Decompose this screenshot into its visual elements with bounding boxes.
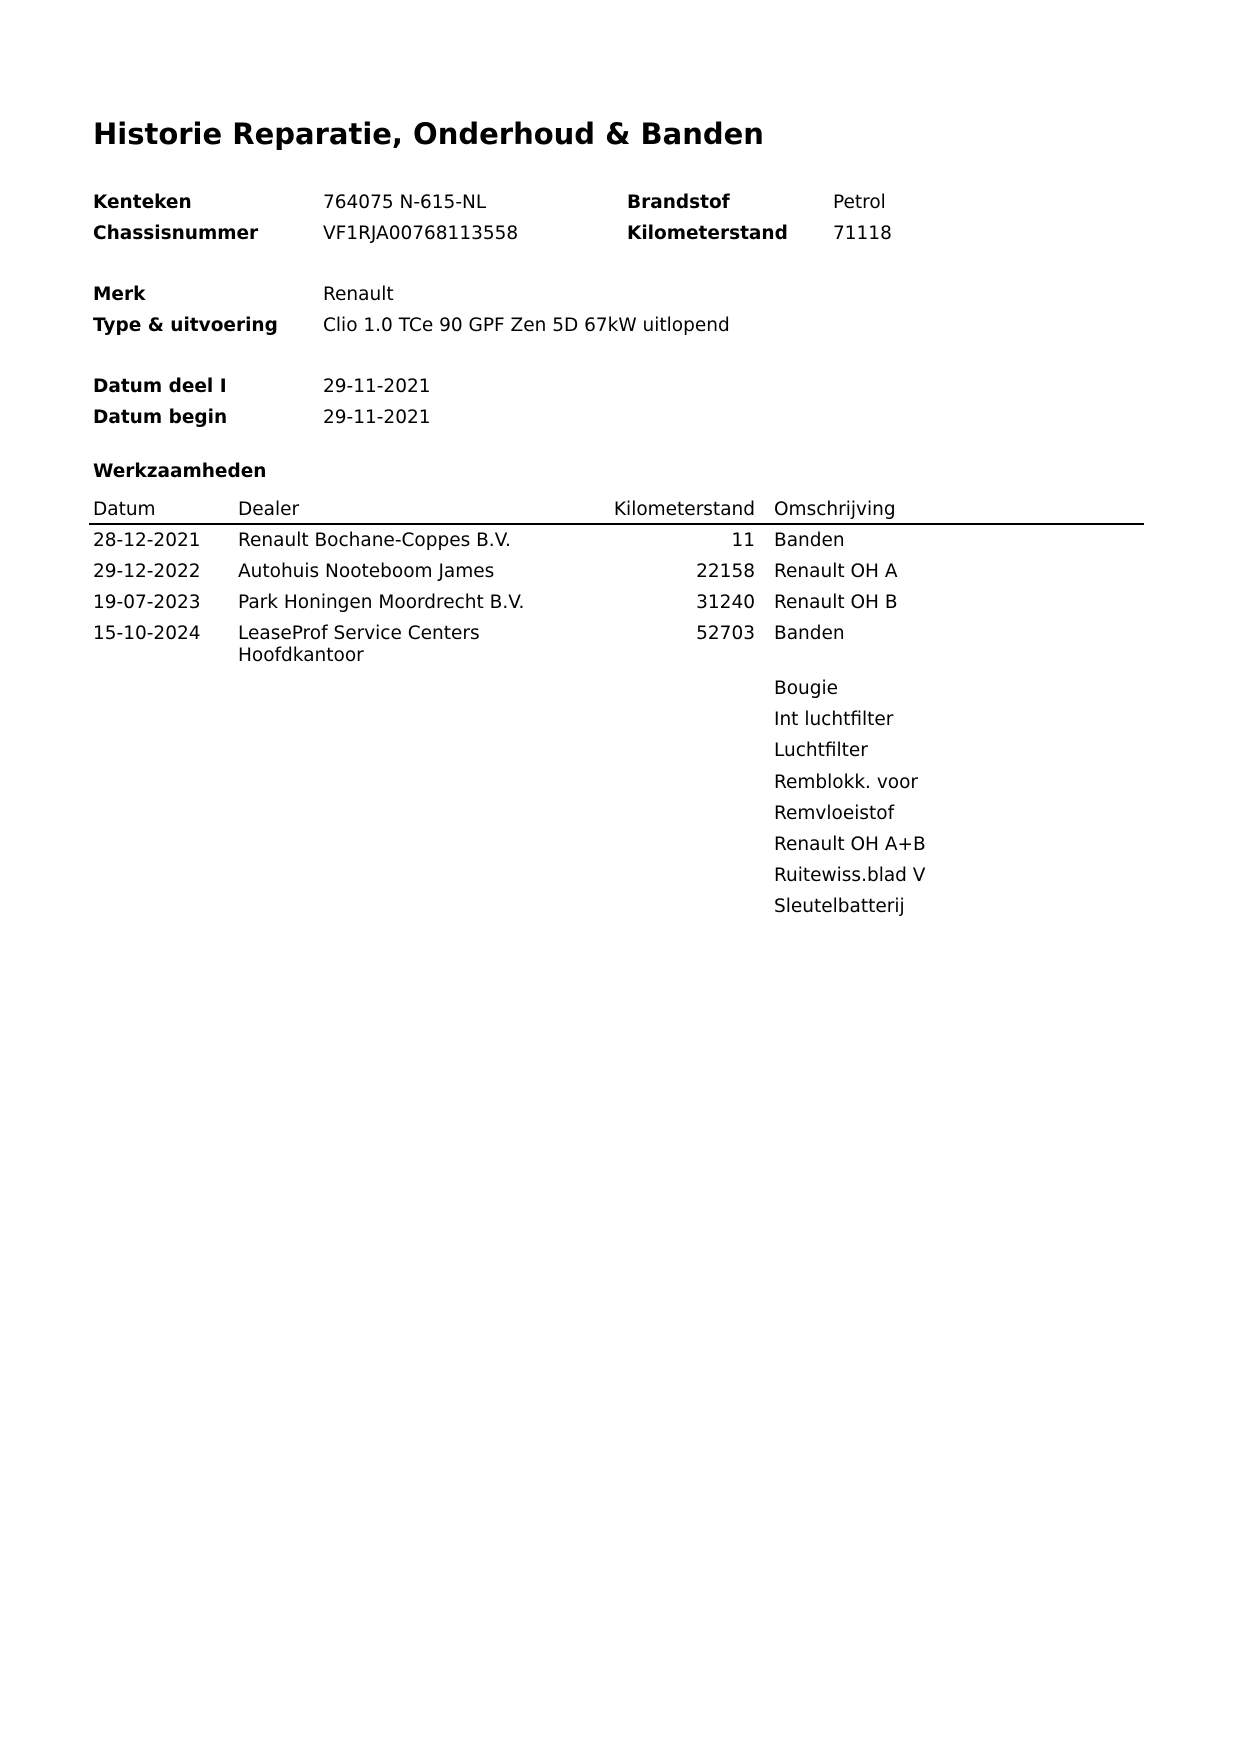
datum-begin-value: 29-11-2021 [323, 407, 431, 428]
row-datum: 28-12-2021 [93, 530, 201, 551]
datum-deel-label: Datum deel I [93, 376, 227, 397]
page-title: Historie Reparatie, Onderhoud & Banden [93, 117, 764, 151]
row-datum: 15-10-2024 [93, 623, 201, 644]
type-value: Clio 1.0 TCe 90 GPF Zen 5D 67kW uitlopen… [323, 315, 730, 336]
row-datum: 19-07-2023 [93, 592, 201, 613]
row-omschrijving-extra: Remvloeistof [774, 802, 895, 824]
header-rule [89, 523, 1144, 525]
row-km: 52703 [696, 623, 755, 644]
row-km: 31240 [696, 592, 755, 613]
col-dealer: Dealer [238, 499, 300, 520]
col-datum: Datum [93, 499, 156, 520]
datum-deel-value: 29-11-2021 [323, 376, 431, 397]
datum-begin-label: Datum begin [93, 407, 228, 428]
row-omschrijving-extra: Renault OH A+B [774, 834, 926, 855]
row-km: 22158 [696, 561, 755, 582]
km-label: Kilometerstand [627, 223, 788, 244]
row-omschrijving-extra: Ruitewiss.blad V [774, 865, 926, 887]
row-dealer: Park Honingen Moordrecht B.V. [238, 592, 525, 613]
km-value: 71118 [833, 223, 892, 244]
row-omschrijving-extra: Int luchtfilter [774, 709, 894, 731]
merk-value: Renault [323, 284, 394, 305]
row-omschrijving-extra: Remblokk. voor [774, 771, 919, 793]
brandstof-value: Petrol [833, 192, 886, 213]
row-km: 11 [731, 530, 755, 551]
row-omschrijving: Banden [774, 623, 845, 644]
row-datum: 29-12-2022 [93, 561, 201, 582]
work-heading: Werkzaamheden [93, 461, 267, 482]
merk-label: Merk [93, 284, 146, 305]
col-km: Kilometerstand [613, 499, 755, 520]
kenteken-label: Kenteken [93, 192, 192, 213]
chassis-value: VF1RJA00768113558 [323, 223, 519, 244]
row-dealer: Renault Bochane-Coppes B.V. [238, 530, 511, 551]
type-label: Type & uitvoering [93, 315, 278, 336]
row-dealer-line2: Hoofdkantoor [238, 645, 364, 666]
row-omschrijving-extra: Sleutelbatterij [774, 896, 905, 918]
chassis-label: Chassisnummer [93, 223, 259, 244]
kenteken-value: 764075 N-615-NL [323, 192, 487, 213]
row-dealer: Autohuis Nooteboom James [238, 561, 495, 582]
row-dealer: LeaseProf Service Centers [238, 623, 480, 644]
row-omschrijving: Renault OH B [774, 592, 898, 613]
brandstof-label: Brandstof [627, 192, 730, 213]
row-omschrijving-extra: Luchtfilter [774, 740, 868, 762]
row-omschrijving: Banden [774, 530, 845, 551]
row-omschrijving-extra: Bougie [774, 678, 839, 699]
row-omschrijving: Renault OH A [774, 561, 898, 582]
col-omschrijving: Omschrijving [774, 499, 896, 520]
